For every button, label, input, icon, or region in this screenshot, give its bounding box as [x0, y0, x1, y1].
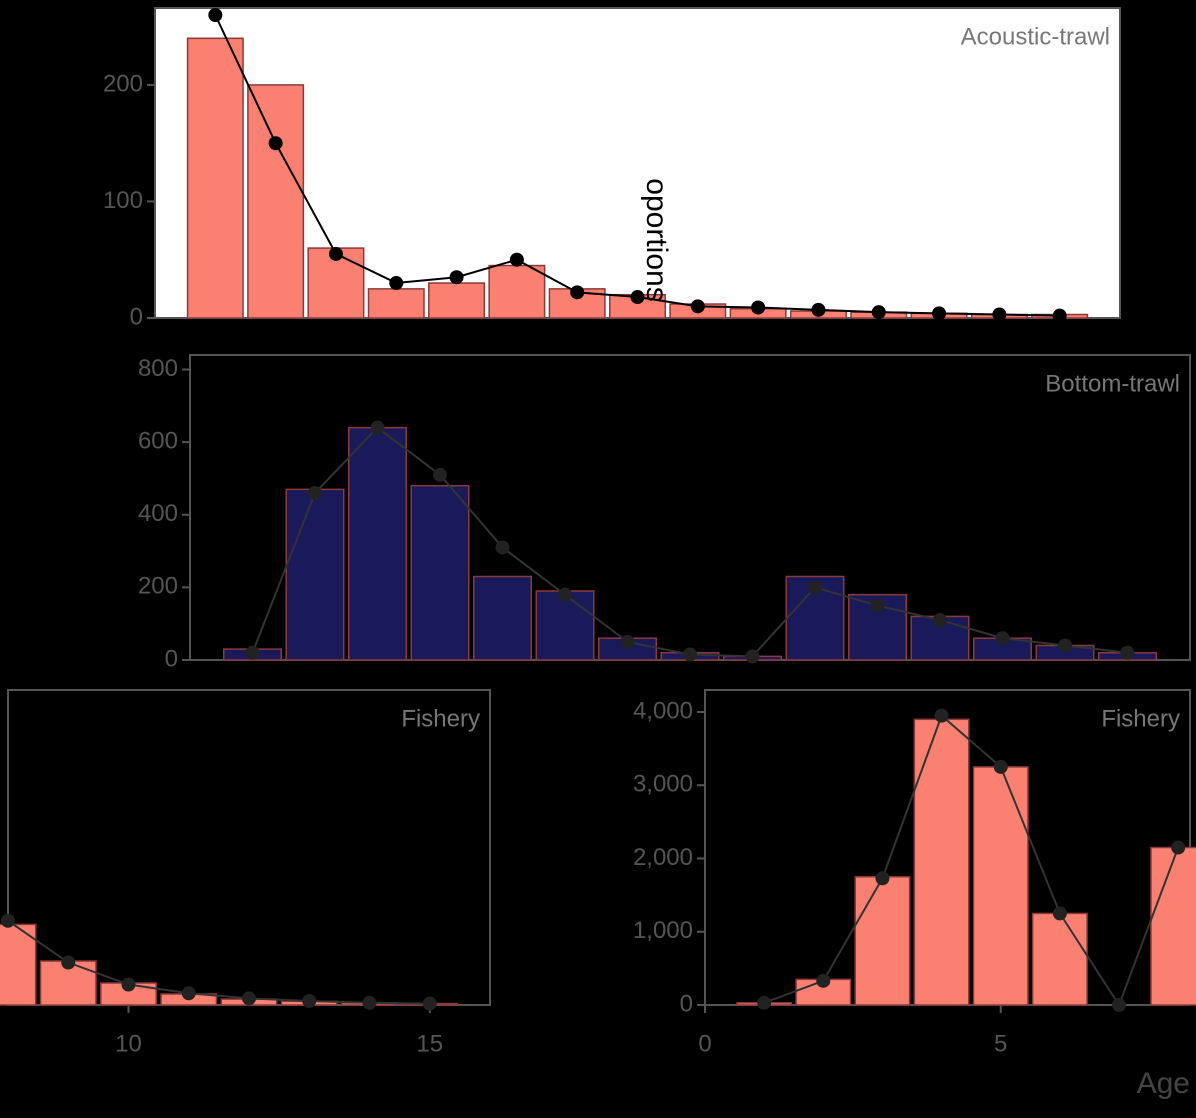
point	[449, 270, 464, 285]
bar	[473, 575, 532, 661]
point	[308, 485, 322, 500]
point	[268, 136, 283, 151]
y-tick-label: 400	[138, 500, 178, 527]
point	[811, 302, 826, 317]
point	[370, 420, 385, 435]
bar	[488, 264, 546, 319]
panel: Bottom-trawl 0 200 400 600 800	[138, 354, 1191, 672]
facet-label: Fishery	[1101, 705, 1180, 732]
point	[208, 7, 223, 22]
point	[389, 276, 404, 291]
y-tick-label: 3,000	[633, 771, 693, 798]
point	[993, 759, 1008, 774]
point	[992, 307, 1007, 322]
point	[433, 467, 447, 482]
point	[362, 995, 377, 1010]
point	[630, 290, 645, 305]
x-tick-label: 0	[698, 1030, 711, 1057]
point	[1, 913, 15, 928]
point	[808, 580, 822, 595]
y-tick-label: 2,000	[633, 844, 693, 871]
x-tick-label: 15	[416, 1030, 443, 1057]
y-tick-label: 200	[103, 70, 143, 97]
point	[751, 300, 766, 315]
point	[1112, 998, 1127, 1012]
bar	[428, 282, 486, 319]
point	[242, 991, 256, 1006]
y-tick-label: 800	[138, 355, 178, 382]
point	[690, 299, 705, 314]
point	[934, 708, 949, 723]
facet-label: Acoustic-trawl	[961, 23, 1110, 50]
point	[995, 631, 1010, 646]
point	[302, 993, 317, 1008]
point	[61, 955, 76, 970]
point	[558, 587, 572, 602]
bar	[1031, 912, 1088, 1006]
bar	[972, 766, 1029, 1006]
y-axis-label: oportions	[640, 178, 673, 301]
x-axis-label: Age	[1137, 1067, 1190, 1100]
point	[870, 598, 885, 613]
facet-label: Fishery	[401, 705, 480, 732]
x-tick-label: 10	[115, 1030, 142, 1057]
y-tick-label: 0	[680, 990, 693, 1017]
bar	[186, 37, 244, 319]
bar	[913, 718, 970, 1006]
line	[763, 713, 1180, 1008]
point	[121, 977, 136, 992]
y-tick-label: 0	[165, 645, 178, 672]
point	[683, 647, 697, 662]
bar	[854, 876, 911, 1006]
point	[422, 996, 437, 1011]
bar	[247, 84, 305, 319]
point	[871, 305, 886, 320]
point	[1058, 638, 1072, 653]
point	[245, 645, 260, 660]
point	[745, 649, 760, 664]
point	[1052, 308, 1067, 323]
y-tick-label: 4,000	[633, 697, 693, 724]
point	[1052, 906, 1067, 921]
point	[816, 973, 831, 988]
x-tick-label: 5	[994, 1030, 1007, 1057]
y-tick-label: 200	[138, 573, 178, 600]
point	[570, 285, 585, 300]
panel-background	[7, 689, 491, 1006]
point	[509, 252, 524, 267]
y-tick-label: 0	[130, 303, 143, 330]
bar	[1150, 846, 1196, 1006]
bar	[348, 426, 407, 661]
bar	[367, 288, 425, 319]
point	[495, 540, 510, 555]
y-tick-label: 600	[138, 427, 178, 454]
point	[875, 871, 890, 886]
panel: Fishery 10 15	[0, 689, 491, 1057]
bar	[285, 488, 345, 661]
point	[933, 613, 947, 628]
point	[181, 986, 196, 1001]
panel: Acoustic-trawl 0 100 200	[103, 7, 1121, 330]
panel: Fishery 0 1,000 2,000 3,000 4,000 0 5	[633, 689, 1196, 1057]
y-tick-label: 1,000	[633, 917, 693, 944]
line	[7, 919, 430, 1005]
point	[1120, 645, 1135, 660]
bar	[410, 484, 470, 661]
point	[328, 246, 343, 261]
facet-label: Bottom-trawl	[1045, 370, 1180, 397]
point	[1171, 840, 1186, 855]
point	[932, 306, 947, 321]
point	[757, 995, 772, 1010]
point	[620, 634, 635, 649]
y-tick-label: 100	[103, 187, 143, 214]
